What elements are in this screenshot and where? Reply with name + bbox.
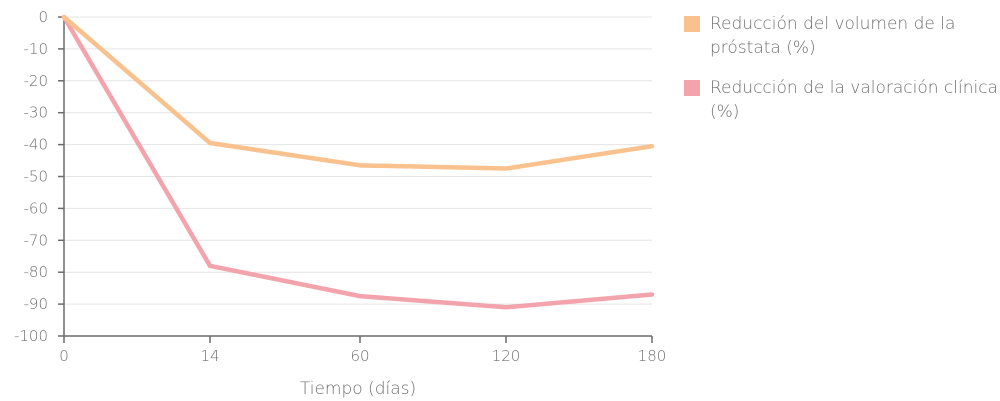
x-tick-label-4: 180 [638,347,667,365]
legend-swatch-clinical-score [684,80,700,96]
tick-labels: 0 -10 -20 -30 -40 -50 -60 -70 -80 -90 -100 0 14 60 120… [14,8,666,365]
legend: Reducción del volumen de la próstata (%)… [684,12,1000,140]
legend-label-prostate-volume: Reducción del volumen de la próstata (%) [710,14,956,58]
x-axis-title: Tiempo (días) [300,379,416,399]
y-tick-label-5: -50 [24,168,49,186]
legend-item-clinical-score: Reducción de la valoración clínica (%) [684,76,1000,124]
legend-label-clinical-score: Reducción de la valoración clínica (%) [710,78,998,122]
y-tick-label-9: -90 [24,295,49,313]
y-tick-label-6: -60 [24,199,49,217]
x-tick-label-0: 0 [59,347,69,365]
series-lines [61,14,655,310]
y-tick-label-0: 0 [38,8,48,26]
legend-item-prostate-volume: Reducción del volumen de la próstata (%) [684,12,1000,60]
legend-swatch-prostate-volume [684,16,700,32]
x-tick-label-3: 120 [492,347,521,365]
y-tick-label-4: -40 [24,136,49,154]
y-tick-label-3: -30 [24,104,49,122]
series-line-1 [61,14,655,310]
x-tick-label-2: 60 [350,347,369,365]
y-tick-label-7: -70 [24,231,49,249]
x-tick-label-1: 14 [200,347,219,365]
axes [58,16,653,343]
series-line-0 [61,14,655,171]
y-tick-label-2: -20 [24,72,49,90]
y-tick-label-1: -10 [24,40,49,58]
y-tick-label-8: -80 [24,263,49,281]
y-tick-label-10: -100 [14,327,48,345]
